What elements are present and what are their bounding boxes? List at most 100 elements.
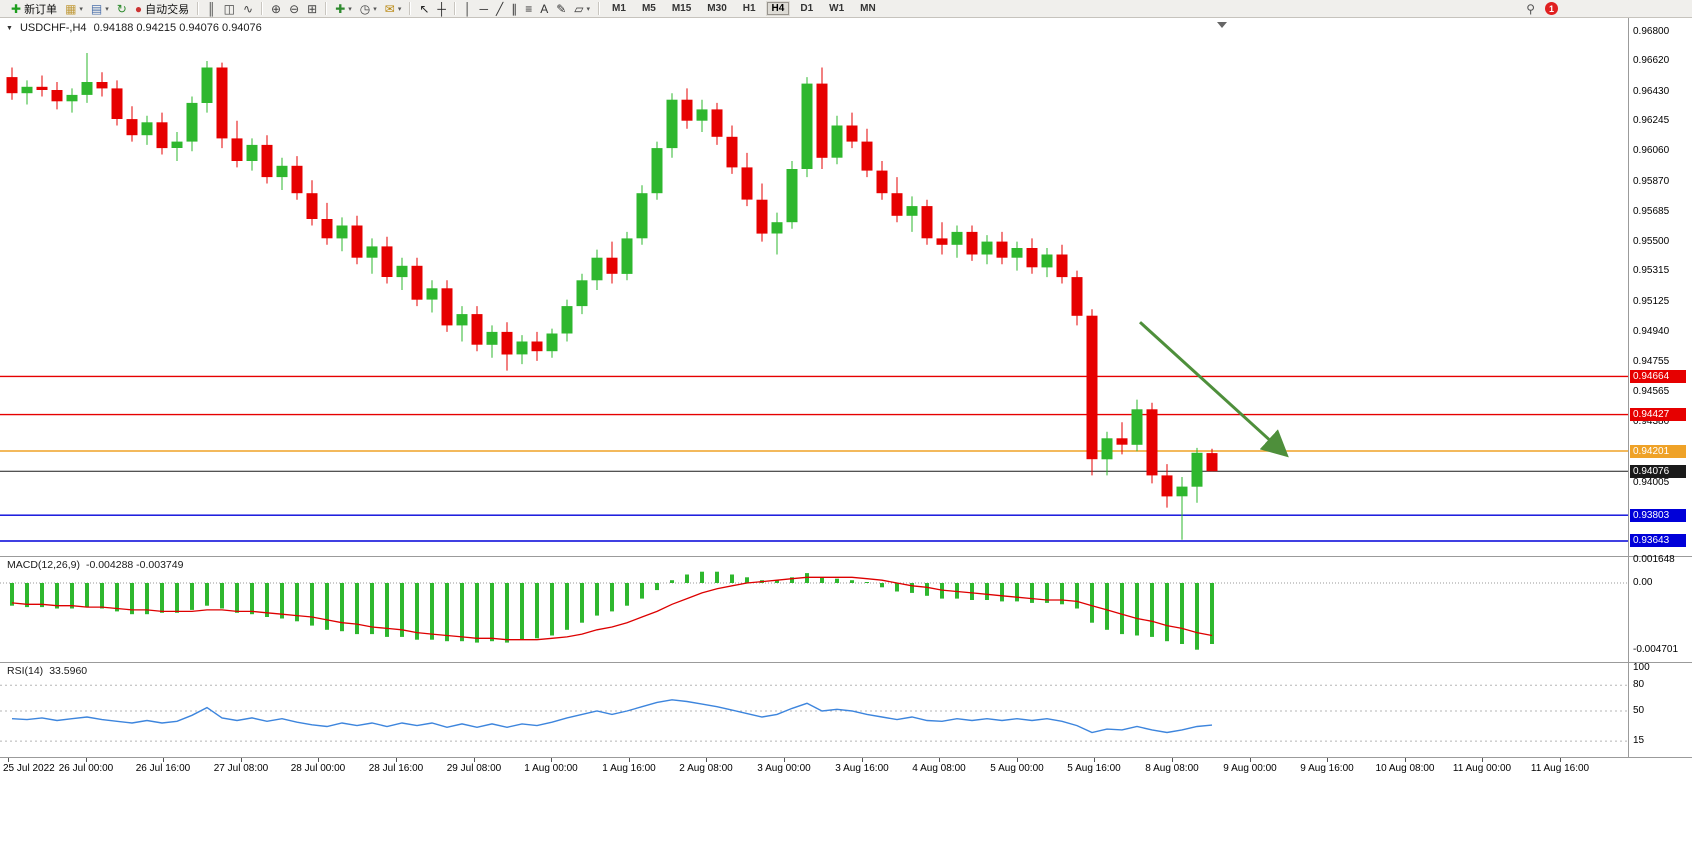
candle-body bbox=[396, 265, 408, 278]
chart-menu-icon[interactable]: ▼ bbox=[6, 24, 13, 32]
timeframe-m30[interactable]: M30 bbox=[707, 3, 727, 14]
trend-arrow[interactable] bbox=[1138, 321, 1289, 458]
candlestick-chart-icon: ◫ bbox=[223, 1, 235, 16]
profiles-button[interactable]: ▤ ▾ bbox=[89, 1, 111, 17]
macd-histogram-bar bbox=[295, 583, 299, 622]
candle-body bbox=[951, 231, 963, 245]
candle-body bbox=[981, 241, 993, 255]
chart-symbol-period: USDCHF-,H4 bbox=[19, 22, 87, 34]
candlestick-chart-button[interactable]: ◫ bbox=[222, 1, 237, 17]
candle-body bbox=[231, 138, 243, 161]
search-button[interactable]: ⚲ bbox=[1524, 1, 1537, 17]
macd-histogram-bar bbox=[925, 583, 929, 596]
macd-histogram-bar bbox=[1015, 583, 1019, 602]
channel-button[interactable]: ∥ bbox=[509, 1, 519, 17]
chart-shift-marker[interactable] bbox=[1217, 22, 1227, 28]
macd-histogram-bar bbox=[685, 574, 689, 583]
time-axis[interactable] bbox=[0, 758, 1692, 782]
chart-ohlc-quote: 0.94188 0.94215 0.94076 0.94076 bbox=[93, 22, 262, 34]
price-axis-label: 0.96620 bbox=[1633, 55, 1670, 66]
timeframe-h4[interactable]: H4 bbox=[765, 1, 791, 16]
zoom-in-button[interactable]: ⊕ bbox=[269, 1, 283, 17]
macd-histogram-bar bbox=[970, 583, 974, 600]
macd-histogram-bar bbox=[1090, 583, 1094, 623]
zoom-out-button[interactable]: ⊖ bbox=[287, 1, 301, 17]
macd-histogram-bar bbox=[550, 583, 554, 636]
macd-histogram-bar bbox=[145, 583, 149, 615]
rsi-indicator-label: RSI(14) 33.5960 bbox=[7, 665, 87, 677]
macd-histogram-bar bbox=[205, 583, 209, 606]
timeframe-m5[interactable]: M5 bbox=[641, 3, 656, 14]
line-chart-button[interactable]: ∿ bbox=[241, 1, 255, 17]
candle-body bbox=[246, 144, 258, 161]
horizontal-line-button[interactable]: ─ bbox=[477, 1, 490, 17]
new-order-button[interactable]: ✚ 新订单 bbox=[9, 1, 59, 17]
text-button[interactable]: A bbox=[538, 1, 550, 17]
candle-body bbox=[876, 170, 888, 194]
templates-button[interactable]: ✉ ▾ bbox=[383, 1, 404, 17]
price-level-badge: 0.94076 bbox=[1630, 465, 1686, 478]
timeframe-h1[interactable]: H1 bbox=[742, 3, 756, 14]
time-axis-label: 1 Aug 16:00 bbox=[602, 763, 656, 774]
time-axis-label: 9 Aug 00:00 bbox=[1223, 763, 1277, 774]
toolbar-separator bbox=[409, 2, 412, 15]
macd-histogram-bar bbox=[85, 583, 89, 608]
profiles-icon: ▤ bbox=[90, 1, 103, 16]
candle-body bbox=[861, 141, 873, 171]
bar-chart-button[interactable]: ║ bbox=[205, 1, 218, 17]
label-icon: ✎ bbox=[556, 1, 567, 16]
timeframe-w1[interactable]: W1 bbox=[829, 3, 845, 14]
new-chart-button[interactable]: ▦ ▾ bbox=[63, 1, 85, 17]
time-axis-label: 26 Jul 16:00 bbox=[135, 763, 191, 774]
rsi-axis-label: 80 bbox=[1633, 679, 1645, 690]
notification-badge[interactable]: 1 bbox=[1545, 2, 1558, 15]
cursor-icon: ↖ bbox=[419, 1, 430, 16]
macd-chart-canvas[interactable] bbox=[0, 557, 1628, 661]
candle-body bbox=[366, 246, 378, 258]
cursor-button[interactable]: ↖ bbox=[417, 1, 431, 17]
macd-histogram-bar bbox=[895, 583, 899, 592]
time-axis-label: 11 Aug 16:00 bbox=[1530, 763, 1590, 774]
label-button[interactable]: ✎ bbox=[554, 1, 568, 17]
price-axis-label: 0.95685 bbox=[1633, 206, 1670, 217]
timeframe-m15[interactable]: M15 bbox=[671, 3, 692, 14]
refresh-button[interactable]: ↻ bbox=[115, 1, 129, 17]
macd-histogram-bar bbox=[880, 583, 884, 588]
candle-body bbox=[81, 82, 93, 95]
time-axis-label: 28 Jul 16:00 bbox=[368, 763, 424, 774]
macd-axis-label: -0.004701 bbox=[1633, 644, 1679, 655]
macd-histogram-bar bbox=[250, 583, 254, 615]
candle-body bbox=[1146, 409, 1158, 476]
macd-axis-label: 0.00 bbox=[1633, 577, 1653, 588]
candle-body bbox=[411, 265, 423, 300]
auto-trading-button[interactable]: ● 自动交易 bbox=[133, 1, 191, 17]
candle-body bbox=[66, 94, 78, 102]
candle-body bbox=[1101, 438, 1113, 460]
tile-windows-button[interactable]: ⊞ bbox=[305, 1, 319, 17]
indicators-icon: ✚ bbox=[335, 1, 346, 16]
periods-button[interactable]: ◷ ▾ bbox=[358, 1, 379, 17]
price-chart-canvas[interactable] bbox=[0, 18, 1628, 557]
candle-body bbox=[1011, 248, 1023, 258]
price-axis-label: 0.94940 bbox=[1633, 326, 1670, 337]
macd-histogram-bar bbox=[595, 583, 599, 616]
fibonacci-button[interactable]: ≡ bbox=[523, 1, 534, 17]
trendline-button[interactable]: ╱ bbox=[494, 1, 505, 17]
timeframe-mn[interactable]: MN bbox=[860, 3, 876, 14]
macd-histogram-bar bbox=[415, 583, 419, 640]
crosshair-button[interactable]: ┼ bbox=[435, 1, 448, 17]
macd-histogram-bar bbox=[190, 583, 194, 610]
vertical-line-button[interactable]: │ bbox=[462, 1, 474, 17]
timeframe-m1[interactable]: M1 bbox=[612, 3, 626, 14]
macd-histogram-bar bbox=[130, 583, 134, 615]
shapes-button[interactable]: ▱ ▾ bbox=[572, 1, 592, 17]
candle-body bbox=[126, 119, 138, 136]
macd-signal-line bbox=[11, 576, 1213, 641]
macd-values: -0.004288 -0.003749 bbox=[85, 559, 184, 571]
crosshair-icon: ┼ bbox=[437, 1, 446, 16]
toolbar-separator bbox=[453, 2, 456, 15]
rsi-chart-canvas[interactable] bbox=[0, 663, 1628, 757]
timeframe-d1[interactable]: D1 bbox=[800, 3, 814, 14]
price-axis[interactable] bbox=[1629, 18, 1692, 757]
indicators-button[interactable]: ✚ ▾ bbox=[333, 1, 354, 17]
